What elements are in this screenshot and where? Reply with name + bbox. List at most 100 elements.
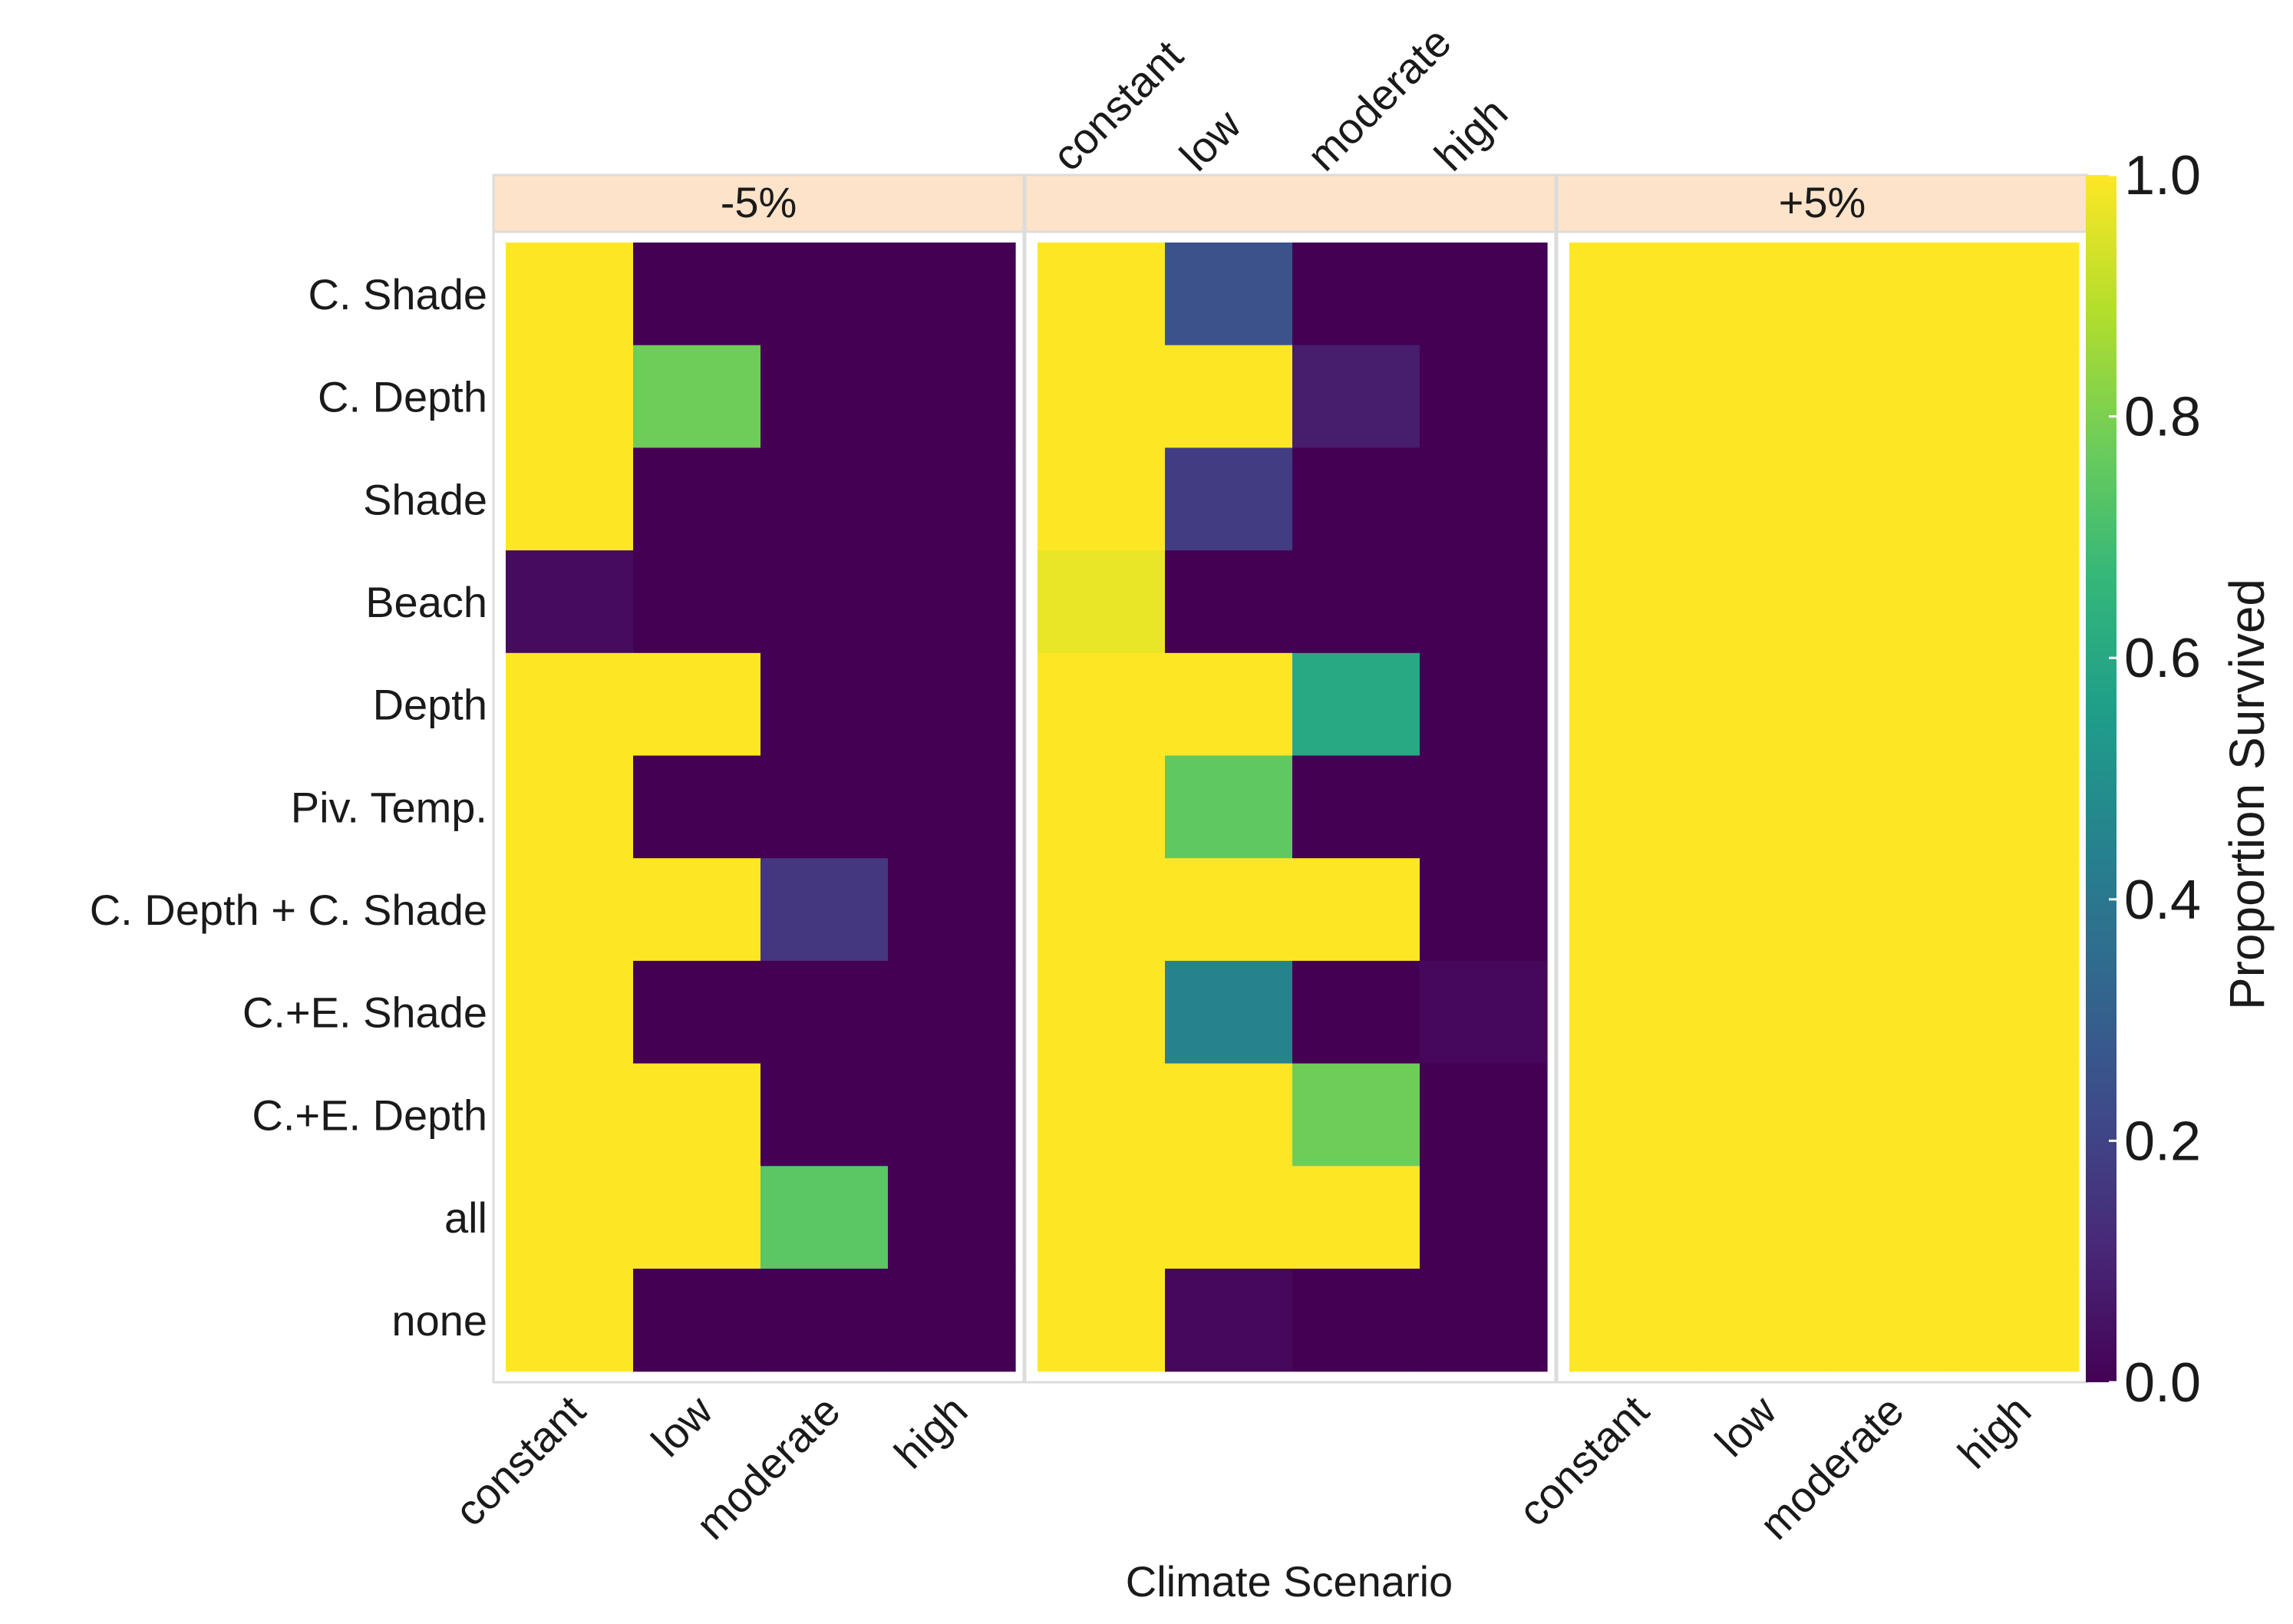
heatmap-cell <box>760 960 889 1065</box>
heatmap-cell <box>1697 858 1825 962</box>
heatmap-cell <box>760 652 889 757</box>
heatmap-cell <box>1420 447 1548 551</box>
heatmap-cell <box>633 652 761 757</box>
heatmap-cell <box>1569 447 1697 551</box>
heatmap-cell <box>1697 1269 1825 1372</box>
heatmap-cell <box>633 1269 761 1372</box>
colorbar-tick-label: 0.8 <box>2124 387 2201 448</box>
heatmap-cell <box>1420 1166 1548 1269</box>
colorbar-tick-label: 0.2 <box>2124 1111 2201 1172</box>
heatmap-cell <box>1420 858 1548 962</box>
y-tick-label: C. Shade <box>308 270 488 319</box>
heatmap-cell <box>1038 345 1166 448</box>
heatmap-cell <box>1569 1166 1697 1269</box>
heatmap-cell <box>1420 755 1548 859</box>
heatmap-cell <box>1952 1166 2080 1269</box>
heatmap-cell <box>1569 858 1697 962</box>
y-tick-label: none <box>391 1296 487 1345</box>
heatmap-cell <box>1697 960 1825 1065</box>
heatmap-cell <box>633 550 761 654</box>
heatmap-cell <box>1165 960 1293 1065</box>
heatmap-cell <box>1569 1063 1697 1167</box>
heatmap-cell <box>1420 652 1548 757</box>
y-tick-label: Piv. Temp. <box>291 783 487 831</box>
heatmap-cell <box>506 447 634 551</box>
heatmap-cell <box>1569 243 1697 346</box>
heatmap-cell <box>1292 1166 1420 1269</box>
heatmap-cell <box>1292 447 1420 551</box>
heatmap-cell <box>506 345 634 448</box>
x-tick-label: constant <box>445 1386 595 1536</box>
heatmap-cell <box>1824 345 1952 448</box>
heatmap-cell <box>1952 652 2080 757</box>
heatmap-cell <box>1165 1166 1293 1269</box>
heatmap-cell <box>888 345 1016 448</box>
heatmap-cell <box>633 1166 761 1269</box>
heatmap-cell <box>888 447 1016 551</box>
heatmap-cell <box>633 1063 761 1167</box>
y-tick-label: C.+E. Depth <box>252 1091 487 1139</box>
heatmap-cell <box>1038 1166 1166 1269</box>
heatmap-cell <box>1697 652 1825 757</box>
heatmap-cell <box>1697 755 1825 859</box>
heatmap-cell <box>1952 858 2080 962</box>
heatmap-cell <box>1420 1269 1548 1372</box>
heatmap-cell <box>1952 1269 2080 1372</box>
facet-strip-label: +5% <box>1779 178 1866 226</box>
heatmap-cell <box>633 243 761 346</box>
heatmap-cell <box>1292 652 1420 757</box>
heatmap-cell <box>506 1269 634 1372</box>
heatmap-cell <box>1569 652 1697 757</box>
heatmap-cell <box>1292 243 1420 346</box>
heatmap-cell <box>1165 1063 1293 1167</box>
heatmap-cell <box>1824 858 1952 962</box>
heatmap-cell <box>1292 1269 1420 1372</box>
heatmap-cell <box>1569 1269 1697 1372</box>
heatmap-cell <box>1292 1063 1420 1167</box>
heatmap-cell <box>760 447 889 551</box>
heatmap-cell <box>506 1166 634 1269</box>
y-tick-label: Depth <box>373 681 487 729</box>
heatmap-cell <box>1420 243 1548 346</box>
heatmap-cell <box>1952 1063 2080 1167</box>
heatmap-cell <box>506 960 634 1065</box>
x-axis-title: Climate Scenario <box>1126 1557 1453 1606</box>
y-tick-label: C. Depth + C. Shade <box>90 886 487 934</box>
heatmap-cell <box>888 1166 1016 1269</box>
heatmap-cell <box>1165 1269 1293 1372</box>
heatmap-cell <box>1038 243 1166 346</box>
heatmap-cell <box>1038 652 1166 757</box>
heatmap-cell <box>1165 858 1293 962</box>
x-tick-label: high <box>885 1386 976 1477</box>
heatmap-cell <box>888 960 1016 1065</box>
heatmap-cell <box>1824 1063 1952 1167</box>
heatmap-cell <box>1420 345 1548 448</box>
heatmap-cell <box>506 652 634 757</box>
y-tick-label: C. Depth <box>318 373 487 421</box>
heatmap-cell <box>633 960 761 1065</box>
heatmap-cell <box>1165 550 1293 654</box>
heatmap-cell <box>888 652 1016 757</box>
heatmap-cell <box>760 243 889 346</box>
heatmap-cell <box>1038 960 1166 1065</box>
heatmap-cell <box>1569 345 1697 448</box>
heatmap-cell <box>1420 550 1548 654</box>
heatmap-cell <box>888 550 1016 654</box>
heatmap-cell <box>506 1063 634 1167</box>
heatmap-cell <box>760 755 889 859</box>
x-tick-label: low <box>1170 100 1250 180</box>
y-tick-label: Beach <box>365 578 487 626</box>
heatmap-cell <box>1824 1269 1952 1372</box>
colorbar-tick-label: 0.0 <box>2124 1352 2201 1414</box>
heatmap-cell <box>1165 755 1293 859</box>
heatmap-cell <box>760 1269 889 1372</box>
heatmap-cell <box>888 755 1016 859</box>
heatmap-cell <box>1697 243 1825 346</box>
heatmap-cell <box>1952 447 2080 551</box>
heatmap-cell <box>1952 345 2080 448</box>
heatmap-cell <box>1824 1166 1952 1269</box>
heatmap-cell <box>1952 243 2080 346</box>
heatmap-cell <box>633 345 761 448</box>
heatmap-cell <box>1824 550 1952 654</box>
